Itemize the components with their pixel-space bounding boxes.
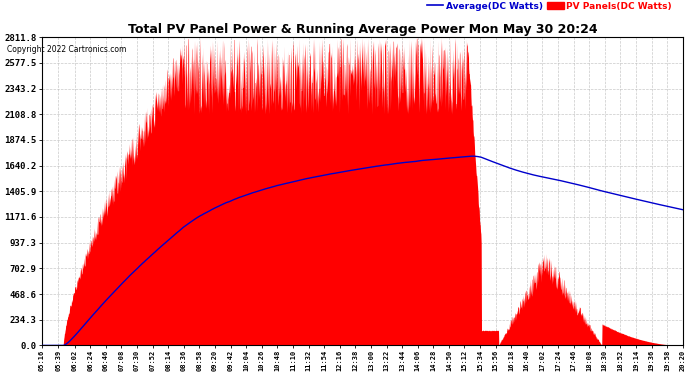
Text: Copyright 2022 Cartronics.com: Copyright 2022 Cartronics.com <box>7 45 126 54</box>
Legend: Average(DC Watts), PV Panels(DC Watts): Average(DC Watts), PV Panels(DC Watts) <box>427 2 672 10</box>
Title: Total PV Panel Power & Running Average Power Mon May 30 20:24: Total PV Panel Power & Running Average P… <box>128 23 598 36</box>
